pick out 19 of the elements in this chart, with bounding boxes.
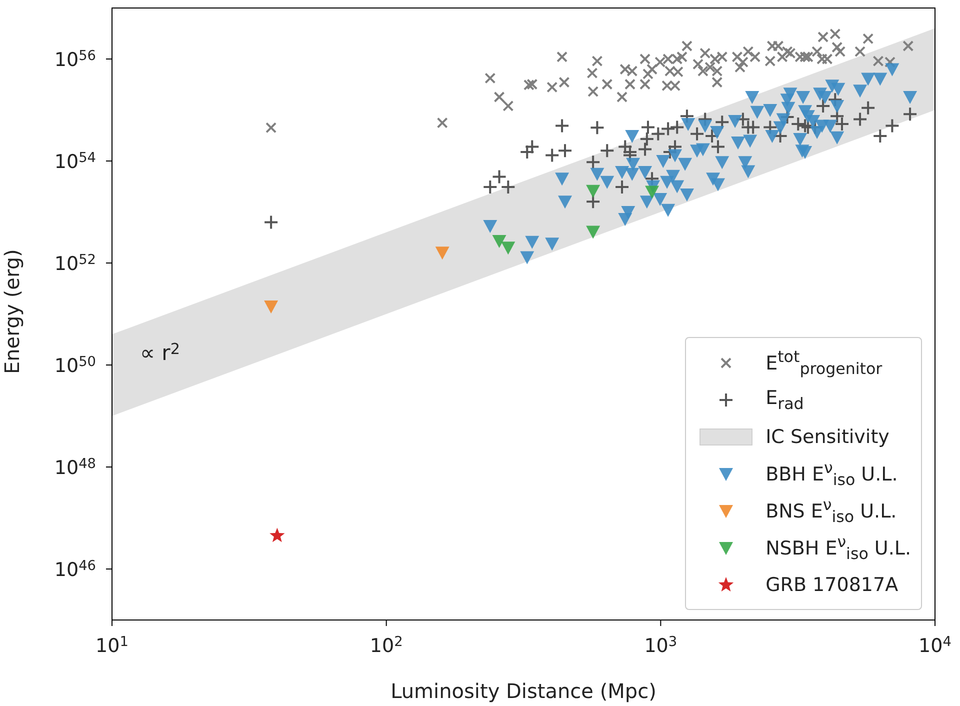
y-tick-label: 10$^{56}$ bbox=[54, 48, 96, 71]
legend-label: BBH E$^{ν}$$_{iso}$ U.L. bbox=[766, 458, 898, 490]
x-axis-title: Luminosity Distance (Mpc) bbox=[390, 679, 656, 703]
legend-label: BNS E$^{ν}$$_{iso}$ U.L. bbox=[766, 494, 897, 526]
x-tick-label: 10$^{3}$ bbox=[644, 634, 678, 657]
y-tick-label: 10$^{46}$ bbox=[54, 558, 96, 581]
y-tick-label: 10$^{54}$ bbox=[54, 150, 96, 173]
legend-label: NSBH E$^{ν}$$_{iso}$ U.L. bbox=[766, 532, 911, 564]
y-tick-label: 10$^{48}$ bbox=[54, 456, 96, 479]
x-tick-label: 10$^{1}$ bbox=[96, 634, 128, 657]
legend-label: GRB 170817A bbox=[766, 574, 898, 596]
x-tick-label: 10$^{4}$ bbox=[918, 634, 952, 657]
x-tick-label: 10$^{2}$ bbox=[370, 634, 403, 657]
y-tick-label: 10$^{52}$ bbox=[54, 252, 96, 275]
y-axis-title: Energy (erg) bbox=[0, 249, 24, 374]
legend-label: IC Sensitivity bbox=[766, 426, 890, 448]
legend-label: E$_{rad}$ bbox=[766, 386, 804, 412]
y-tick-label: 10$^{50}$ bbox=[54, 354, 96, 377]
annotation: ∝ r$^{2}$ bbox=[140, 340, 180, 365]
